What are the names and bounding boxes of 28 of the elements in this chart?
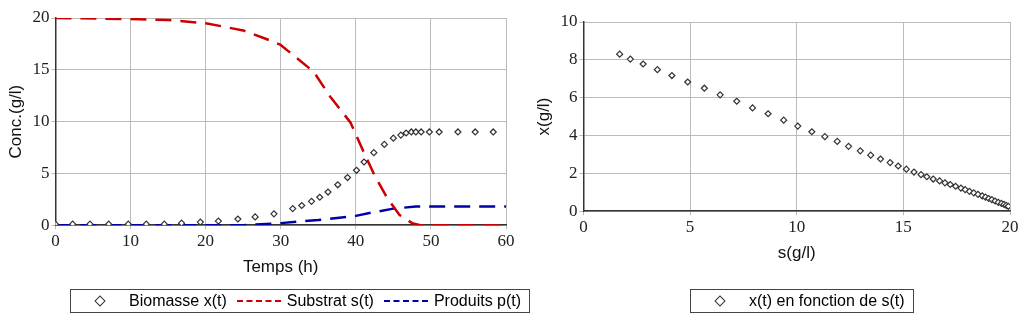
y-tick-label: 4 bbox=[568, 124, 578, 144]
x-tick-label: 30 bbox=[272, 230, 290, 250]
x-tick-label: 5 bbox=[685, 216, 695, 236]
y-axis-title: x(g/l) bbox=[533, 97, 553, 136]
y-axis-title: Conc.(g/l) bbox=[5, 84, 25, 159]
x-tick-label: 20 bbox=[197, 230, 215, 250]
x-tick-label: 15 bbox=[894, 216, 912, 236]
y-tick-label: 0 bbox=[568, 200, 578, 220]
x-axis-title: s(g/l) bbox=[777, 243, 816, 263]
y-tick-label: 15 bbox=[32, 59, 50, 79]
x-axis-title: Temps (h) bbox=[242, 257, 319, 277]
y-tick-label: 8 bbox=[568, 49, 578, 69]
x-tick-label: 20 bbox=[1001, 216, 1019, 236]
legend-label: Produits p(t) bbox=[433, 292, 522, 310]
legend-label: Biomasse x(t) bbox=[129, 292, 227, 310]
legend-label: x(t) en fonction de s(t) bbox=[749, 292, 905, 310]
y-tick-label: 10 bbox=[32, 111, 50, 131]
x-tick-label: 10 bbox=[788, 216, 806, 236]
y-tick-label: 20 bbox=[32, 7, 50, 27]
x-tick-label: 10 bbox=[122, 230, 139, 250]
x-tick-label: 40 bbox=[347, 230, 365, 250]
y-tick-label: 5 bbox=[40, 162, 50, 182]
x-tick-label: 50 bbox=[422, 230, 440, 250]
x-tick-label: 60 bbox=[497, 230, 515, 250]
y-tick-label: 10 bbox=[560, 11, 578, 31]
legend-label: Substrat s(t) bbox=[286, 292, 374, 310]
y-tick-label: 6 bbox=[568, 87, 578, 107]
y-tick-label: 2 bbox=[568, 162, 578, 182]
